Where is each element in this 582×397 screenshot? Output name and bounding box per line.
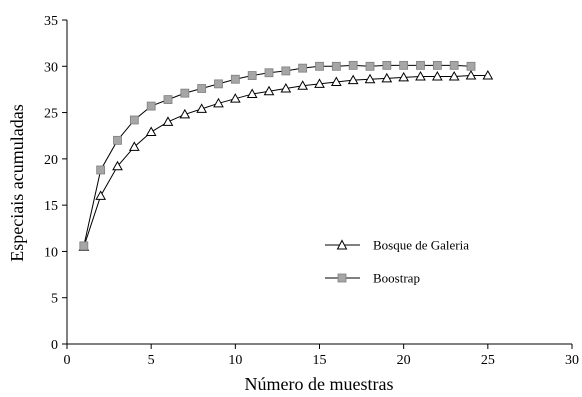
data-point-bosque-de-galeria bbox=[95, 190, 107, 200]
y-tick-label: 5 bbox=[51, 292, 58, 307]
data-point-boostrap bbox=[416, 60, 425, 70]
x-axis-ticks: 0 5 10 15 20 25 30 bbox=[64, 344, 579, 368]
data-point-boostrap bbox=[281, 66, 291, 76]
legend-label-bosque: Bosque de Galeria bbox=[373, 238, 469, 253]
data-point-boostrap bbox=[79, 241, 89, 251]
y-tick-label: 30 bbox=[44, 60, 58, 75]
data-point-bosque-de-galeria bbox=[162, 116, 174, 126]
y-tick-label: 15 bbox=[44, 199, 58, 214]
data-point-boostrap bbox=[449, 60, 459, 70]
data-point-boostrap bbox=[466, 61, 476, 71]
data-point-boostrap bbox=[113, 135, 122, 145]
data-point-boostrap bbox=[298, 63, 308, 73]
data-point-boostrap bbox=[197, 84, 207, 93]
data-point-bosque-de-galeria bbox=[112, 160, 123, 171]
data-point-boostrap bbox=[163, 95, 173, 105]
data-point-bosque-de-galeria bbox=[263, 85, 275, 96]
data-point-bosque-de-galeria bbox=[128, 141, 140, 151]
data-point-bosque-de-galeria bbox=[330, 76, 342, 87]
data-point-bosque-de-galeria bbox=[229, 93, 241, 103]
data-point-boostrap bbox=[331, 61, 341, 71]
data-point-bosque-de-galeria bbox=[465, 70, 477, 80]
data-point-boostrap bbox=[315, 61, 324, 71]
data-point-bosque-de-galeria bbox=[246, 88, 258, 99]
data-point-bosque-de-galeria bbox=[297, 80, 309, 90]
data-point-bosque-de-galeria bbox=[196, 103, 208, 113]
data-point-bosque-de-galeria bbox=[364, 73, 376, 84]
data-point-boostrap bbox=[432, 60, 442, 70]
x-tick-label: 25 bbox=[481, 353, 495, 368]
data-point-bosque-de-galeria bbox=[415, 70, 426, 81]
data-point-bosque-de-galeria bbox=[431, 70, 443, 81]
data-point-bosque-de-galeria bbox=[448, 70, 460, 81]
data-point-boostrap bbox=[365, 61, 375, 71]
x-tick-label: 15 bbox=[313, 353, 327, 368]
x-tick-label: 5 bbox=[148, 353, 155, 368]
data-point-boostrap bbox=[180, 88, 190, 98]
y-tick-label: 20 bbox=[44, 153, 58, 168]
data-point-bosque-de-galeria bbox=[145, 126, 157, 137]
data-point-boostrap bbox=[96, 165, 106, 175]
x-tick-label: 0 bbox=[64, 353, 71, 368]
y-tick-label: 25 bbox=[44, 107, 58, 122]
data-point-boostrap bbox=[399, 60, 409, 70]
legend-marker-bosque bbox=[336, 239, 348, 250]
plot-area: 0 5 10 15 20 25 30 0 5 10 15 20 25 30 35 bbox=[44, 14, 579, 368]
data-point-bosque-de-galeria bbox=[347, 74, 359, 85]
series-line-boostrap bbox=[83, 64, 472, 246]
y-tick-label: 10 bbox=[44, 245, 58, 260]
data-point-boostrap bbox=[348, 60, 358, 70]
data-point-boostrap bbox=[230, 74, 240, 84]
series-boostrap bbox=[79, 60, 476, 251]
data-point-bosque-de-galeria bbox=[179, 108, 191, 119]
data-point-bosque-de-galeria bbox=[482, 70, 494, 80]
legend-marker-boostrap bbox=[337, 273, 347, 283]
data-point-boostrap bbox=[382, 60, 392, 70]
data-point-boostrap bbox=[264, 68, 274, 78]
data-point-boostrap bbox=[146, 101, 156, 111]
x-tick-label: 10 bbox=[228, 353, 242, 368]
data-point-boostrap bbox=[214, 79, 223, 89]
series-line-bosque-de-galeria bbox=[83, 75, 488, 247]
x-tick-label: 20 bbox=[397, 353, 411, 368]
data-point-bosque-de-galeria bbox=[398, 71, 410, 82]
legend-label-boostrap: Boostrap bbox=[373, 271, 420, 286]
data-point-bosque-de-galeria bbox=[213, 97, 224, 108]
data-point-bosque-de-galeria bbox=[314, 78, 325, 88]
series-bosque-de-galeria bbox=[78, 70, 494, 251]
y-axis-ticks: 0 5 10 15 20 25 30 35 bbox=[44, 14, 67, 353]
data-point-boostrap bbox=[129, 115, 139, 125]
x-axis-title: Número de muestras bbox=[245, 374, 394, 394]
legend-item-bosque: Bosque de Galeria bbox=[325, 238, 469, 253]
data-point-boostrap bbox=[247, 71, 257, 80]
series-layer bbox=[78, 60, 494, 251]
legend: Bosque de Galeria Boostrap bbox=[325, 238, 469, 286]
x-tick-label: 30 bbox=[565, 353, 579, 368]
y-tick-label: 0 bbox=[51, 338, 58, 353]
y-tick-label: 35 bbox=[44, 14, 58, 29]
data-point-bosque-de-galeria bbox=[280, 82, 292, 93]
legend-item-boostrap: Boostrap bbox=[325, 271, 420, 286]
data-point-bosque-de-galeria bbox=[381, 72, 393, 83]
y-axis-title: Especiais acumuladas bbox=[7, 104, 27, 261]
